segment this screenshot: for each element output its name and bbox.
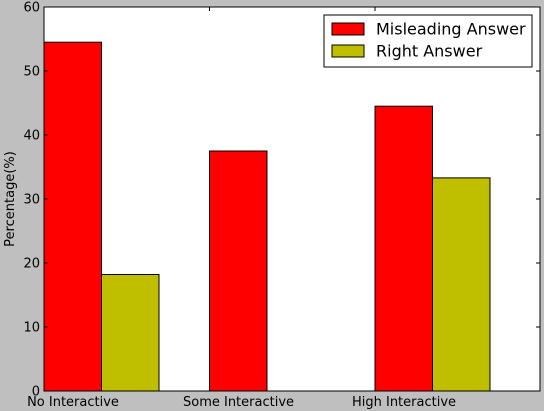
- axis-ticks: 0 10 20 30 40 50 60 No Interactive Some Interact…: [23, 1, 540, 410]
- x-tick-label: High Interactive: [352, 395, 456, 410]
- bar-misleading-0: [43, 41, 102, 392]
- bars: [43, 41, 491, 392]
- plot-frame: [43, 6, 541, 392]
- bar-right-0: [101, 274, 160, 392]
- legend-swatch: [331, 22, 365, 36]
- y-tick-label: 30: [23, 193, 40, 208]
- bar-misleading-2: [374, 105, 433, 392]
- y-tick-label: 0: [32, 385, 40, 400]
- y-axis-label: Percentage(%): [3, 151, 18, 247]
- y-tick-label: 60: [23, 1, 40, 16]
- x-tick-label: Some Interactive: [183, 395, 294, 410]
- y-tick-label: 10: [23, 321, 40, 336]
- legend: Misleading Answer Right Answer: [323, 14, 533, 68]
- y-tick-label: 20: [23, 257, 40, 272]
- legend-swatch: [331, 44, 365, 58]
- legend-label: Right Answer: [376, 42, 483, 61]
- legend-label: Misleading Answer: [376, 20, 526, 39]
- x-tick-label: No Interactive: [27, 395, 119, 410]
- y-tick-label: 50: [23, 65, 40, 80]
- bar-right-2: [432, 177, 491, 392]
- y-tick-label: 40: [23, 129, 40, 144]
- bar-misleading-1: [209, 150, 268, 392]
